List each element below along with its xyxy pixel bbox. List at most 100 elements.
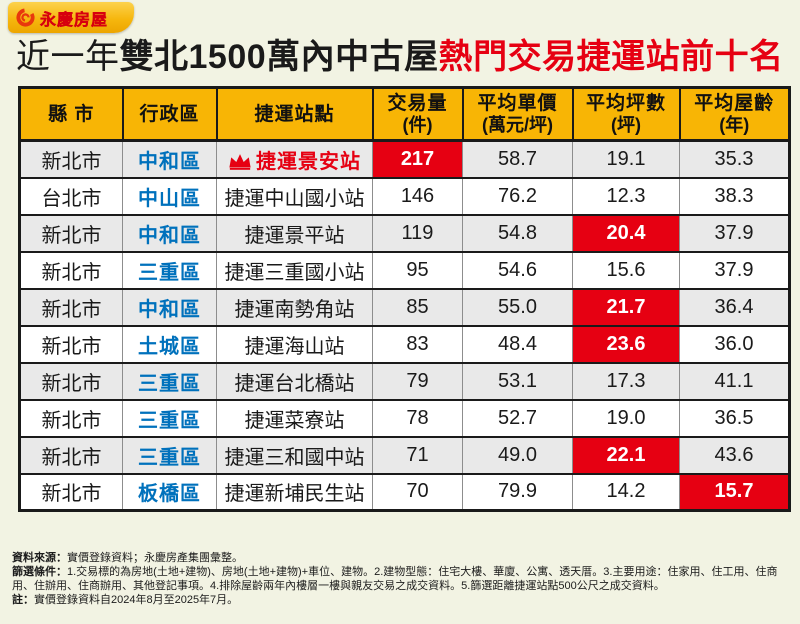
title-highlight: 熱門交易捷運站前十名	[438, 38, 784, 76]
cell-volume: 70	[372, 472, 463, 511]
cell-size: 17.3	[572, 361, 680, 400]
cell-age: 38.3	[679, 176, 790, 215]
cell-district: 板橋區	[122, 472, 217, 511]
cell-age: 37.9	[679, 213, 790, 252]
cell-size: 20.4	[572, 213, 680, 252]
cell-size: 19.0	[572, 398, 680, 437]
station-name: 捷運台北橋站	[234, 372, 355, 395]
cell-size: 12.3	[572, 176, 680, 215]
cell-district: 三重區	[122, 361, 217, 400]
cell-size: 22.1	[572, 435, 680, 474]
cell-city: 新北市	[19, 472, 123, 511]
cell-volume: 85	[372, 287, 463, 326]
cell-size: 19.1	[572, 139, 680, 178]
station-name: 捷運海山站	[244, 335, 345, 358]
period-label: 註：	[12, 594, 34, 606]
page-title: 近一年雙北1500萬內中古屋熱門交易捷運站前十名	[16, 37, 792, 77]
cell-station: 捷運菜寮站	[216, 398, 373, 437]
table-row: 台北市 中山區 捷運中山國小站 146 76.2 12.3 38.3	[19, 176, 790, 215]
cell-price: 58.7	[462, 139, 573, 178]
cell-district: 中和區	[122, 213, 217, 252]
cell-volume: 119	[372, 213, 463, 252]
cell-volume: 79	[372, 361, 463, 400]
period-text: 實價登錄資料自2024年8月至2025年7月。	[34, 594, 239, 606]
criteria-label: 篩選條件：	[12, 566, 67, 578]
cell-age: 36.5	[679, 398, 790, 437]
cell-volume: 217	[372, 139, 463, 178]
table-row: 新北市 中和區 捷運南勢角站 85 55.0 21.7 36.4	[19, 287, 790, 326]
table-row: 新北市 三重區 捷運菜寮站 78 52.7 19.0 36.5	[19, 398, 790, 437]
station-name: 捷運景安站	[256, 150, 361, 173]
cell-city: 新北市	[19, 250, 123, 289]
cell-station: 捷運海山站	[216, 324, 373, 363]
cell-district: 中和區	[122, 139, 217, 178]
station-name: 捷運中山國小站	[224, 187, 365, 210]
cell-size: 14.2	[572, 472, 680, 511]
cell-city: 新北市	[19, 287, 123, 326]
brand-logo: 永慶房屋	[8, 2, 134, 33]
cell-size: 21.7	[572, 287, 680, 326]
cell-price: 55.0	[462, 287, 573, 326]
title-prefix: 近一年	[16, 38, 120, 76]
cell-city: 新北市	[19, 361, 123, 400]
cell-volume: 95	[372, 250, 463, 289]
cell-price: 49.0	[462, 435, 573, 474]
cell-district: 土城區	[122, 324, 217, 363]
column-header: 交易量 (件)	[371, 87, 463, 142]
cell-station: 捷運中山國小站	[216, 176, 373, 215]
cell-district: 中山區	[122, 176, 217, 215]
cell-price: 76.2	[462, 176, 573, 215]
brand-name: 永慶房屋	[40, 11, 109, 29]
cell-volume: 83	[372, 324, 463, 363]
table-row: 新北市 三重區 捷運三和國中站 71 49.0 22.1 43.6	[19, 435, 790, 474]
footnotes: 資料來源：實價登錄資料；永慶房產集團彙整。 篩選條件：1.交易標的為房地(土地+…	[12, 551, 792, 607]
column-header: 縣 市	[18, 87, 123, 142]
cell-price: 54.8	[462, 213, 573, 252]
station-name: 捷運新埔民生站	[224, 483, 365, 506]
cell-city: 新北市	[19, 398, 123, 437]
cell-station: 捷運南勢角站	[216, 287, 373, 326]
ranking-table: 縣 市行政區 捷運站點 交易量 (件) 平均單價 (萬元/坪) 平均坪數 (坪) 平均屋齡 (年)…	[18, 86, 791, 512]
cell-station: 捷運景平站	[216, 213, 373, 252]
station-name: 捷運菜寮站	[244, 409, 345, 432]
table-row: 新北市 土城區 捷運海山站 83 48.4 23.6 36.0	[19, 324, 790, 363]
criteria-text: 1.交易標的為房地(土地+建物)、房地(土地+建物)+車位、建物。2.建物型態：…	[12, 566, 778, 592]
cell-age: 37.9	[679, 250, 790, 289]
cell-volume: 78	[372, 398, 463, 437]
crown-icon	[228, 153, 252, 170]
table-row: 新北市 三重區 捷運台北橋站 79 53.1 17.3 41.1	[19, 361, 790, 400]
cell-price: 54.6	[462, 250, 573, 289]
cell-size: 23.6	[572, 324, 680, 363]
source-note: 資料來源：實價登錄資料；永慶房產集團彙整。	[12, 551, 792, 565]
table-row: 新北市 板橋區 捷運新埔民生站 70 79.9 14.2 15.7	[19, 472, 790, 511]
cell-price: 53.1	[462, 361, 573, 400]
table-row: 新北市 中和區 捷運景平站 119 54.8 20.4 37.9	[19, 213, 790, 252]
cell-district: 三重區	[122, 435, 217, 474]
cell-age: 43.6	[679, 435, 790, 474]
cell-volume: 146	[372, 176, 463, 215]
period-note: 註：實價登錄資料自2024年8月至2025年7月。	[12, 593, 792, 607]
cell-age: 15.7	[679, 472, 790, 511]
column-header: 捷運站點	[215, 87, 373, 142]
yungching-logo-icon	[16, 8, 35, 27]
cell-price: 52.7	[462, 398, 573, 437]
station-name: 捷運三和國中站	[224, 446, 365, 469]
cell-district: 中和區	[122, 287, 217, 326]
cell-city: 新北市	[19, 435, 123, 474]
table-row: 新北市 三重區 捷運三重國小站 95 54.6 15.6 37.9	[19, 250, 790, 289]
table-header-row: 縣 市行政區 捷運站點 交易量 (件) 平均單價 (萬元/坪) 平均坪數 (坪) 平均屋齡 (年)	[18, 87, 790, 142]
cell-station: 捷運台北橋站	[216, 361, 373, 400]
cell-station: 捷運新埔民生站	[216, 472, 373, 511]
cell-city: 台北市	[19, 176, 123, 215]
cell-price: 79.9	[462, 472, 573, 511]
source-text: 實價登錄資料；永慶房產集團彙整。	[67, 552, 243, 564]
cell-price: 48.4	[462, 324, 573, 363]
station-name: 捷運南勢角站	[234, 298, 355, 321]
cell-district: 三重區	[122, 250, 217, 289]
cell-age: 36.0	[679, 324, 790, 363]
cell-age: 35.3	[679, 139, 790, 178]
column-header: 平均單價 (萬元/坪)	[461, 87, 573, 142]
column-header: 行政區	[121, 87, 217, 142]
column-header: 平均屋齡 (年)	[678, 87, 790, 142]
cell-station: 捷運景安站	[216, 139, 373, 178]
